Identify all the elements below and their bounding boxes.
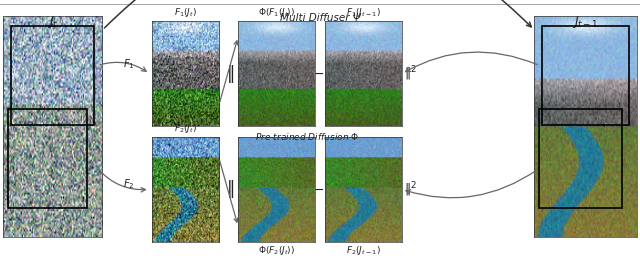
Text: $-$: $-$ [314,67,324,80]
Text: $F_2(J_t)$: $F_2(J_t)$ [173,122,197,135]
Text: $F_2(J_{t-1})$: $F_2(J_{t-1})$ [346,244,381,257]
Text: $\|^2$: $\|^2$ [404,180,417,199]
Text: $J_t$: $J_t$ [47,14,58,30]
Bar [540,109,622,208]
Bar [8,109,88,208]
Text: $\|$: $\|$ [226,178,234,200]
Text: $F_2$: $F_2$ [123,177,134,191]
Text: Pre-trained Diffusion $\Phi$: Pre-trained Diffusion $\Phi$ [255,130,359,141]
Text: $\Phi(F_2(J_t))$: $\Phi(F_2(J_t))$ [258,244,295,257]
Text: $F_1(J_t)$: $F_1(J_t)$ [173,6,197,19]
Text: $F_1$: $F_1$ [123,58,134,72]
Text: $F_1(J_{t-1})$: $F_1(J_{t-1})$ [346,6,381,19]
Bar [11,26,95,125]
Text: $\|^2$: $\|^2$ [404,64,417,83]
Text: $J_{t-1}$: $J_{t-1}$ [572,14,599,30]
Text: $-$: $-$ [314,183,324,196]
Text: $\Phi(F_1(J_t))$: $\Phi(F_1(J_t))$ [258,6,295,19]
Bar [543,26,628,125]
Text: Multi Diffuser Ψ: Multi Diffuser Ψ [280,13,360,23]
Text: $\|$: $\|$ [226,63,234,85]
